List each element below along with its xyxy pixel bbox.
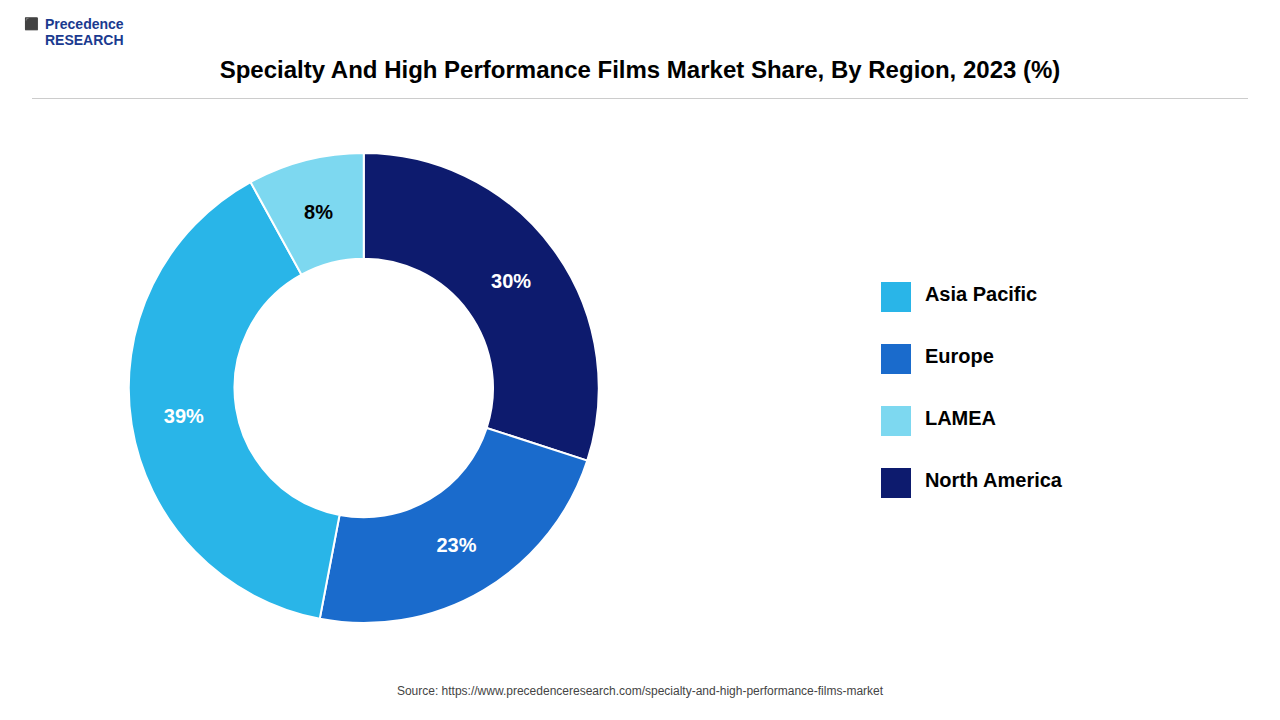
html-text:LAMEA: LAMEA — [924, 407, 996, 429]
svg-text:8%: 8% — [304, 201, 333, 223]
svg-text:23%: 23% — [436, 534, 476, 556]
svg-text:30%: 30% — [491, 270, 531, 292]
html-text:Europe: Europe — [924, 345, 994, 367]
html-text:Source: https://www.precedence: Source: https://www.precedenceresearch.c… — [396, 684, 884, 698]
html-text:Asia Pacific: Asia Pacific — [924, 283, 1038, 305]
html-text:Specialty And High Performance: Specialty And High Performance Films Mar… — [219, 56, 1061, 83]
html-text:Precedence RESEARCH: Precedence RESEARCH — [45, 16, 124, 48]
svg-text:39%: 39% — [164, 405, 204, 427]
html-text:North America: North America — [924, 469, 1062, 491]
